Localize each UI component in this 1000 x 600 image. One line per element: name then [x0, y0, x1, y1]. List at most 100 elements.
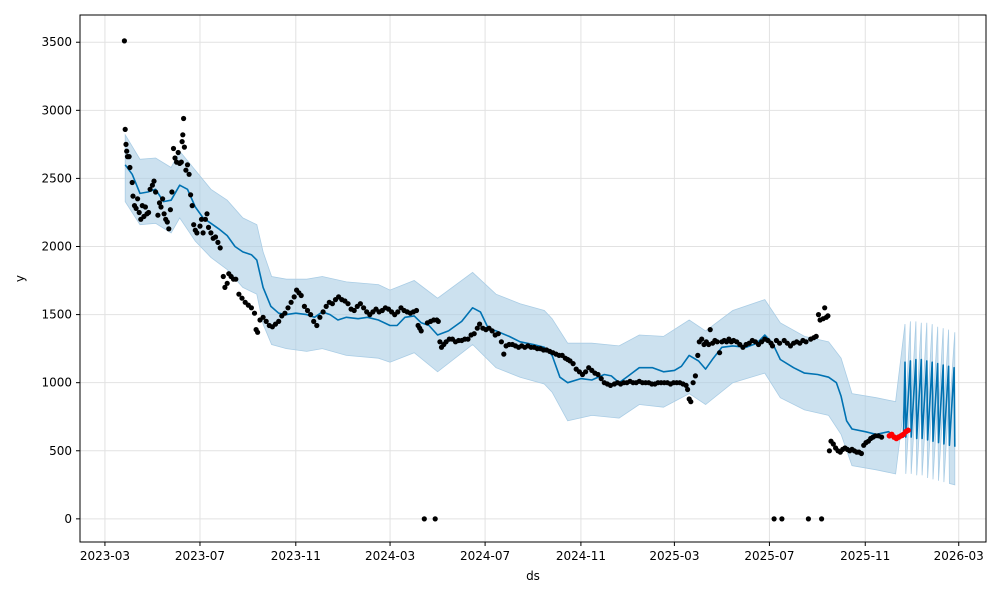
- y-tick-label: 500: [49, 444, 72, 458]
- observed-point: [170, 145, 177, 152]
- uncertainty-band: [124, 133, 956, 486]
- observed-point: [471, 331, 477, 337]
- observed-point: [166, 226, 172, 232]
- observed-point: [498, 339, 504, 345]
- observed-point: [351, 307, 357, 314]
- observed-point: [688, 399, 694, 405]
- observed-point: [598, 376, 604, 382]
- observed-point: [220, 273, 226, 280]
- observed-point: [204, 211, 210, 217]
- y-tick-label: 0: [64, 512, 72, 526]
- observed-point: [769, 343, 776, 349]
- observed-point: [858, 450, 865, 457]
- observed-point: [413, 307, 420, 314]
- observed-point: [813, 333, 819, 339]
- observed-point: [329, 301, 335, 307]
- observed-point: [320, 309, 326, 315]
- observed-point: [255, 329, 261, 335]
- x-tick-label: 2026-03: [934, 549, 984, 563]
- observed-point: [161, 211, 167, 217]
- y-tick-label: 3500: [41, 35, 72, 49]
- observed-point: [298, 292, 304, 299]
- observed-point: [314, 322, 320, 329]
- observed-point: [251, 310, 258, 316]
- highlight-points: [886, 427, 911, 442]
- forecast-line-layer: [124, 164, 956, 447]
- observed-point: [167, 207, 173, 213]
- observed-point: [181, 144, 187, 150]
- observed-point: [583, 369, 589, 375]
- x-tick-label: 2025-03: [649, 549, 699, 563]
- observed-point: [175, 149, 181, 156]
- observed-point: [164, 219, 170, 225]
- observed-point: [194, 230, 200, 236]
- observed-point: [151, 178, 157, 184]
- grid: [80, 15, 986, 542]
- observed-point: [501, 351, 507, 357]
- observed-point: [146, 209, 152, 216]
- x-tick-label: 2023-03: [80, 549, 130, 563]
- observed-point: [699, 336, 705, 342]
- observed-point: [361, 305, 367, 311]
- observed-point: [435, 318, 441, 324]
- observed-point: [276, 318, 282, 324]
- observed-point: [122, 126, 128, 132]
- observed-point: [345, 301, 351, 307]
- plot-frame: [79, 14, 987, 543]
- observed-point: [127, 164, 133, 171]
- observed-point: [200, 230, 206, 236]
- observed-point: [121, 38, 127, 44]
- observed-point: [136, 209, 142, 216]
- observed-point: [815, 312, 822, 318]
- observed-point: [311, 318, 317, 324]
- observed-point: [124, 148, 130, 154]
- observed-point: [291, 294, 297, 300]
- observed-point: [160, 196, 166, 202]
- forecast-line: [124, 164, 956, 447]
- observed-point: [317, 314, 323, 320]
- observed-point: [260, 314, 266, 320]
- observed-point: [819, 516, 825, 522]
- observed-point: [830, 441, 836, 447]
- observed-point: [285, 305, 291, 311]
- observed-point: [191, 222, 197, 228]
- observed-point: [153, 189, 159, 195]
- observed-point: [236, 291, 242, 297]
- y-tick-label: 1000: [41, 376, 72, 390]
- observed-point: [777, 340, 783, 346]
- x-tick-label: 2024-03: [365, 549, 415, 563]
- x-axis-label: ds: [526, 569, 540, 583]
- x-tick-label: 2024-11: [556, 549, 606, 563]
- x-tick-label: 2024-07: [460, 549, 510, 563]
- observed-point: [178, 159, 184, 165]
- y-tick-label: 2500: [41, 171, 72, 185]
- observed-point: [186, 171, 192, 177]
- observed-point: [282, 310, 288, 316]
- observed-point: [149, 182, 155, 188]
- x-tick-label: 2023-11: [271, 549, 321, 563]
- observed-point: [465, 336, 471, 342]
- observed-point: [202, 216, 208, 222]
- observed-point: [233, 276, 239, 282]
- x-tick-label: 2025-07: [744, 549, 794, 563]
- observed-point: [714, 339, 720, 345]
- observed-point: [779, 516, 785, 522]
- observed-point: [685, 386, 691, 393]
- observed-point: [489, 328, 495, 334]
- observed-point: [179, 139, 185, 145]
- observed-point: [147, 186, 153, 192]
- observed-point: [181, 115, 187, 122]
- observed-point: [263, 318, 269, 324]
- observed-point: [437, 339, 443, 345]
- observed-point: [323, 303, 329, 309]
- observed-point: [239, 295, 245, 301]
- observed-point: [156, 200, 163, 206]
- observed-point: [695, 352, 701, 358]
- observed-point: [215, 239, 221, 245]
- observed-point: [803, 339, 809, 345]
- observed-point: [477, 321, 483, 327]
- observed-point: [180, 132, 186, 138]
- observed-point: [217, 245, 223, 251]
- observed-point: [135, 196, 141, 202]
- observed-point: [197, 223, 203, 229]
